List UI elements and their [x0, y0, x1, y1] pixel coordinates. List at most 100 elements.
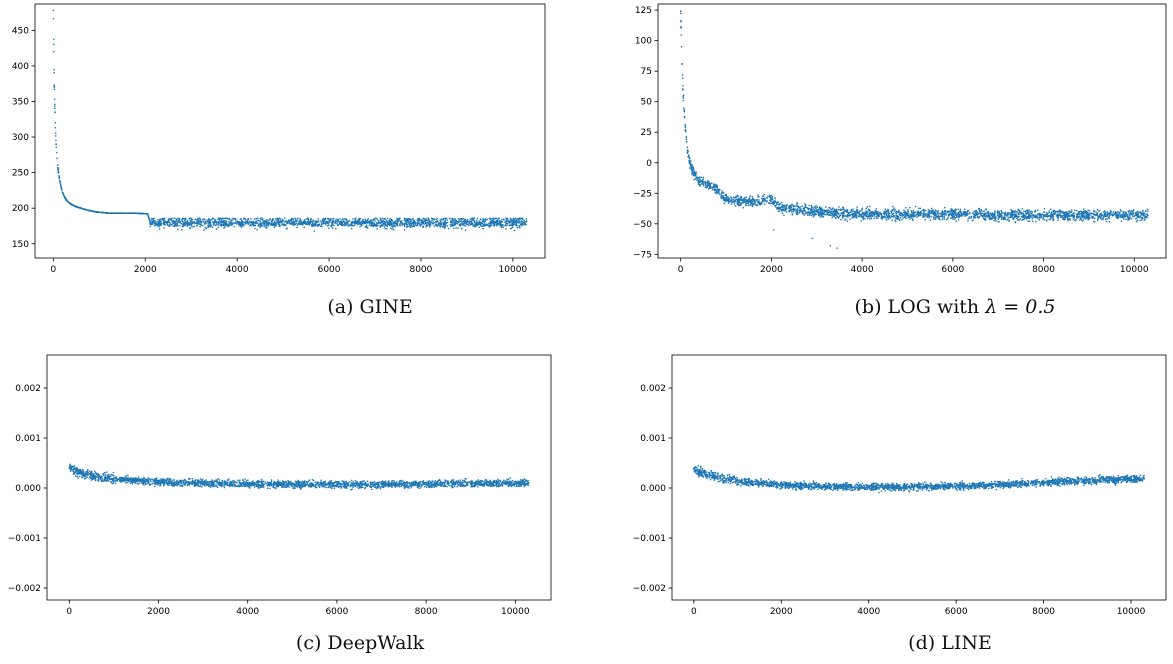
data-point	[1112, 213, 1114, 215]
data-point	[436, 224, 438, 226]
data-point	[869, 205, 871, 207]
data-point	[217, 217, 220, 220]
data-point	[308, 223, 310, 226]
data-point	[957, 219, 960, 221]
data-point	[260, 218, 262, 220]
data-point	[978, 208, 981, 210]
data-point	[983, 214, 985, 216]
data-point	[471, 217, 474, 219]
data-point	[438, 222, 440, 224]
data-point	[680, 27, 682, 29]
data-point	[266, 225, 268, 227]
panel-b: 0 2000 4000 6000 8000 10000−75−50−25025507510…	[633, 3, 1167, 275]
data-point	[512, 217, 514, 220]
data-point	[1070, 215, 1072, 217]
data-point	[714, 186, 716, 188]
data-point	[218, 219, 221, 221]
data-point	[1037, 213, 1039, 216]
data-point	[217, 218, 219, 221]
y-tick-label: 25	[641, 128, 652, 138]
data-point	[792, 204, 794, 207]
data-point	[739, 199, 741, 201]
data-point	[66, 200, 69, 203]
data-point	[384, 223, 387, 226]
data-point	[1146, 214, 1148, 216]
data-point	[158, 225, 160, 228]
data-point	[1135, 211, 1138, 214]
data-point	[374, 218, 376, 220]
data-point	[225, 223, 228, 226]
data-point	[391, 224, 394, 226]
data-point	[114, 212, 117, 214]
data-point	[306, 217, 309, 220]
data-point	[761, 195, 764, 198]
data-point	[182, 225, 185, 227]
data-point	[427, 221, 429, 224]
data-point	[204, 218, 206, 221]
data-point	[479, 224, 482, 227]
data-point	[376, 225, 378, 227]
data-point	[291, 217, 294, 220]
data-point	[824, 211, 827, 213]
data-point	[867, 216, 870, 218]
data-point	[306, 220, 309, 223]
data-point	[796, 213, 799, 216]
data-point	[374, 224, 377, 226]
data-point	[345, 223, 348, 225]
data-point	[791, 214, 794, 216]
data-point	[438, 225, 441, 227]
data-point	[210, 225, 212, 228]
data-point	[876, 213, 879, 216]
data-point	[139, 212, 141, 215]
data-point	[454, 223, 456, 225]
data-point	[789, 207, 791, 209]
data-point	[460, 219, 463, 221]
data-point	[977, 217, 979, 219]
data-point	[492, 224, 495, 227]
data-point	[193, 222, 195, 225]
data-point	[1124, 213, 1127, 216]
data-point	[383, 221, 385, 224]
data-point	[204, 226, 206, 229]
data-point	[151, 222, 154, 224]
data-point	[788, 205, 790, 208]
data-point	[733, 200, 735, 202]
data-point	[935, 217, 937, 219]
data-point	[290, 219, 292, 221]
data-point	[914, 212, 916, 214]
data-point	[228, 218, 231, 220]
data-point	[865, 214, 867, 216]
data-point	[691, 164, 693, 166]
data-point	[1070, 214, 1073, 216]
data-point	[1141, 217, 1143, 219]
data-point	[493, 221, 496, 223]
data-point	[1043, 219, 1046, 221]
data-point	[322, 221, 324, 223]
data-point	[874, 211, 877, 213]
data-point	[1003, 212, 1005, 215]
data-point	[899, 219, 901, 222]
data-point	[428, 219, 430, 222]
data-point	[887, 212, 889, 214]
data-point	[860, 214, 863, 216]
data-point	[453, 227, 455, 229]
data-point	[259, 226, 261, 229]
data-point	[209, 221, 211, 223]
data-point	[224, 222, 226, 224]
data-point	[195, 219, 197, 221]
data-point	[319, 225, 322, 227]
data-point	[874, 212, 876, 214]
data-point	[1043, 208, 1046, 210]
data-point	[980, 212, 982, 214]
data-point	[824, 209, 826, 211]
data-point	[444, 225, 446, 227]
data-point	[898, 218, 901, 221]
data-point	[387, 221, 389, 223]
y-tick-label: 150	[12, 240, 29, 250]
data-point	[373, 222, 376, 225]
data-point	[1086, 214, 1089, 216]
data-point	[690, 165, 693, 168]
data-point	[74, 205, 76, 207]
data-point	[228, 224, 230, 227]
data-point	[476, 222, 478, 225]
